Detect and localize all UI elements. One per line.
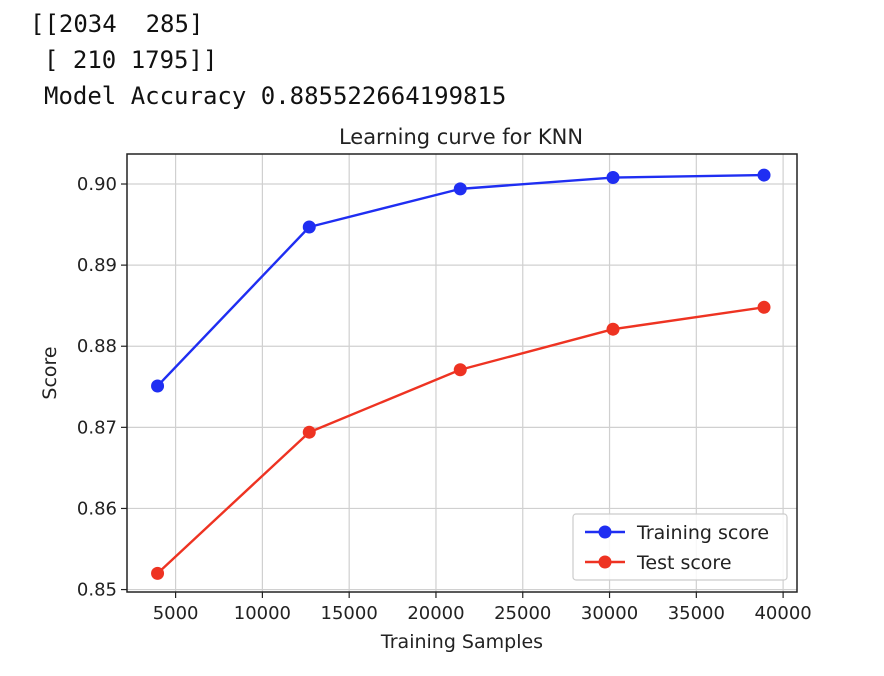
x-tick-label: 20000: [407, 603, 464, 624]
legend-test-score-marker: [598, 555, 612, 569]
test-score-point: [757, 300, 771, 314]
y-tick-label: 0.89: [77, 255, 117, 276]
x-tick-label: 30000: [581, 603, 638, 624]
test-score-point: [302, 425, 316, 439]
confusion-matrix-row-1: [[2034 285]: [30, 10, 204, 38]
x-axis-title: Training Samples: [380, 631, 543, 653]
y-tick-label: 0.85: [77, 580, 117, 601]
training-score-point: [606, 171, 620, 185]
tick-layer: 5000 10000 15000 20000 25000 30000 35000 40000 0…: [77, 174, 812, 624]
y-tick-label: 0.87: [77, 417, 117, 438]
test-score-point: [606, 322, 620, 336]
model-accuracy-text: Model Accuracy 0.885522664199815: [44, 82, 507, 110]
training-score-line: [156, 173, 765, 387]
x-tick-label: 5000: [153, 603, 199, 624]
confusion-matrix-row-2: [ 210 1795]]: [44, 46, 218, 74]
chart-title: Learning curve for KNN: [339, 125, 583, 149]
y-axis-title: Score: [39, 346, 61, 399]
cell-output: [[2034 285] [ 210 1795]] Model Accuracy 0.…: [30, 6, 506, 114]
legend-entries: Training score Test score: [585, 522, 769, 574]
legend: Training score Test score: [572, 513, 788, 581]
legend-box: [572, 513, 788, 581]
y-tick-label: 0.88: [77, 336, 117, 357]
test-score-point: [151, 566, 165, 580]
plot-frame: [126, 153, 798, 593]
series-layer: [151, 168, 771, 580]
training-score-point: [453, 182, 467, 196]
legend-training-score-label: Training score: [636, 522, 769, 544]
x-tick-label: 25000: [494, 603, 551, 624]
y-tick-label: 0.90: [77, 174, 117, 195]
test-score-point: [453, 363, 467, 377]
x-tick-label: 40000: [754, 603, 811, 624]
training-score-point: [302, 220, 316, 234]
x-tick-label: 15000: [321, 603, 378, 624]
x-tick-label: 10000: [234, 603, 291, 624]
legend-test-score-label: Test score: [636, 552, 732, 574]
x-tick-label: 35000: [668, 603, 725, 624]
y-tick-label: 0.86: [77, 498, 117, 519]
training-score-point: [757, 168, 771, 182]
legend-training-score-marker: [598, 525, 612, 539]
training-score-point: [151, 379, 165, 393]
